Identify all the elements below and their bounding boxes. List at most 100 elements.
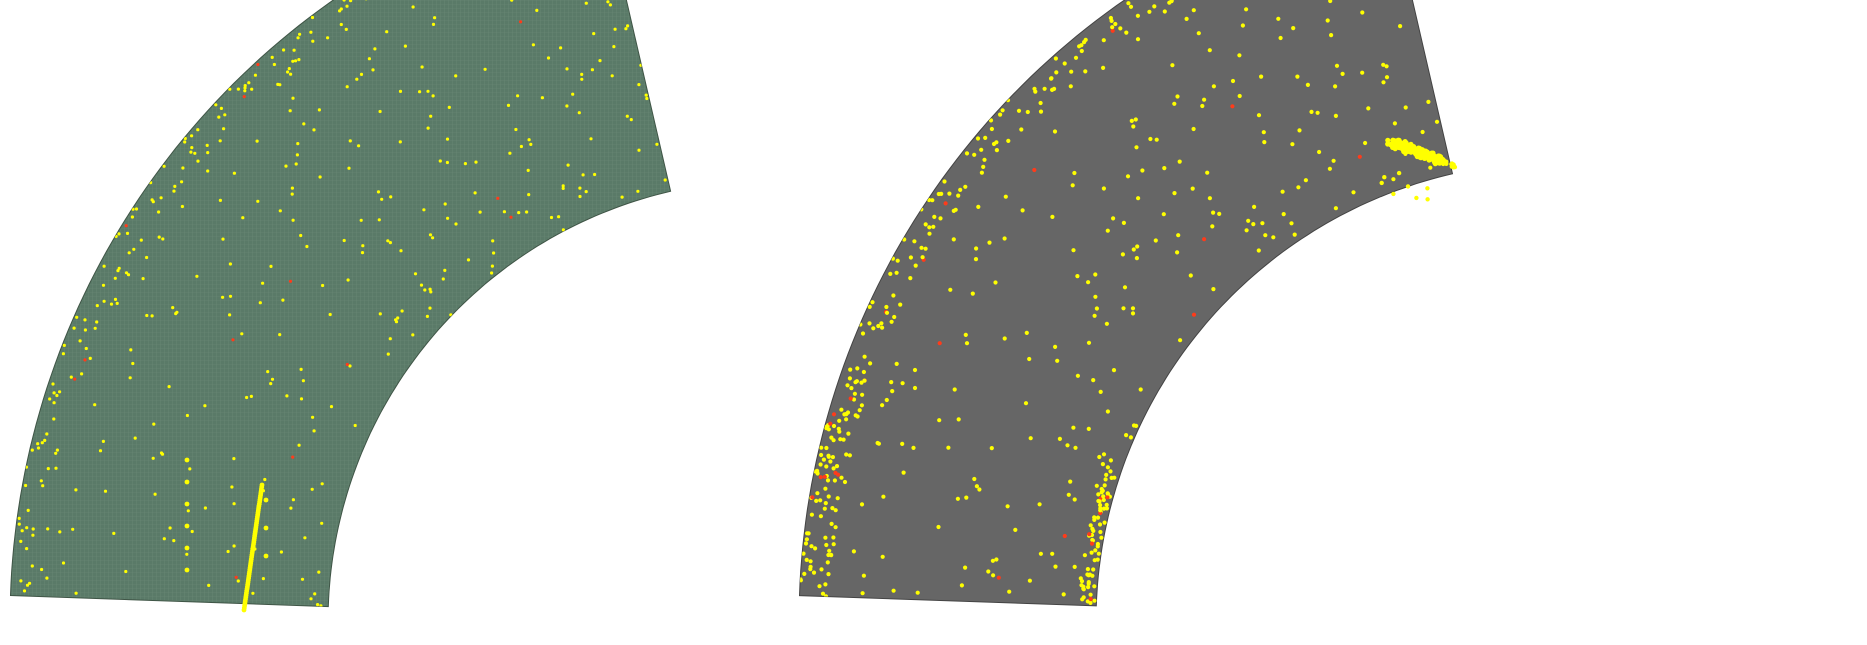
scatter-point bbox=[956, 193, 961, 198]
scatter-point bbox=[1023, 401, 1029, 406]
scatter-point bbox=[46, 467, 50, 471]
scatter-point bbox=[996, 575, 1001, 580]
scatter-point bbox=[577, 111, 581, 115]
scatter-point bbox=[801, 551, 806, 556]
scatter-point bbox=[1062, 533, 1067, 539]
blob-point bbox=[1385, 141, 1391, 147]
scatter-point bbox=[296, 36, 300, 40]
scatter-point bbox=[837, 418, 842, 423]
scatter-point bbox=[290, 192, 294, 196]
scatter-point bbox=[294, 162, 298, 166]
scatter-point bbox=[936, 524, 941, 530]
scatter-point bbox=[378, 109, 382, 114]
right-point-cloud bbox=[799, 0, 1441, 606]
scatter-point bbox=[1124, 433, 1129, 438]
scatter-point bbox=[69, 375, 73, 379]
scatter-point bbox=[125, 231, 130, 235]
scatter-point bbox=[994, 557, 999, 562]
scatter-point bbox=[663, 178, 667, 182]
scatter-point bbox=[833, 525, 838, 530]
scatter-point bbox=[1256, 113, 1262, 118]
scatter-point bbox=[175, 310, 179, 314]
scatter-point bbox=[309, 597, 313, 601]
scatter-point bbox=[1305, 82, 1310, 87]
scatter-point bbox=[1027, 578, 1032, 583]
scatter-point bbox=[263, 477, 267, 482]
scatter-point bbox=[830, 455, 836, 460]
scatter-point bbox=[54, 466, 58, 470]
scatter-point bbox=[1094, 306, 1099, 311]
right-annulus-mesh bbox=[798, 0, 1454, 607]
scatter-point bbox=[854, 379, 860, 384]
scatter-point bbox=[880, 325, 885, 330]
blob-point bbox=[1395, 137, 1401, 143]
scatter-point bbox=[908, 255, 914, 260]
scatter-point bbox=[606, 0, 610, 4]
scatter-point bbox=[825, 478, 831, 483]
scatter-point bbox=[345, 362, 349, 367]
scatter-point bbox=[58, 530, 62, 534]
scatter-point bbox=[22, 589, 27, 593]
scatter-point bbox=[1097, 499, 1102, 504]
scatter-point bbox=[506, 103, 511, 107]
scatter-point bbox=[1154, 137, 1159, 142]
scatter-point bbox=[1000, 108, 1005, 113]
scatter-point bbox=[270, 377, 275, 381]
scatter-point bbox=[802, 571, 807, 577]
scatter-point bbox=[815, 469, 820, 474]
scatter-point bbox=[312, 128, 316, 132]
scatter-point bbox=[396, 316, 400, 320]
scatter-point bbox=[420, 65, 424, 69]
scatter-point bbox=[1081, 586, 1086, 591]
scatter-point bbox=[976, 204, 981, 209]
scatter-point bbox=[1037, 502, 1042, 507]
scatter-point bbox=[243, 86, 247, 90]
scatter-point bbox=[879, 321, 884, 326]
scatter-point bbox=[45, 576, 49, 580]
scatter-point bbox=[386, 239, 390, 243]
scatter-point bbox=[145, 313, 149, 318]
scatter-point bbox=[951, 237, 956, 242]
scatter-point bbox=[103, 489, 108, 493]
scatter-point bbox=[527, 193, 531, 197]
scatter-point bbox=[1329, 33, 1334, 38]
scatter-point bbox=[339, 22, 343, 27]
scatter-point bbox=[847, 453, 853, 458]
scatter-point bbox=[1210, 224, 1215, 229]
streak-point bbox=[241, 607, 247, 613]
scatter-point bbox=[1289, 221, 1294, 226]
scatter-point bbox=[185, 552, 189, 556]
scatter-point bbox=[84, 346, 88, 351]
scatter-point bbox=[526, 168, 530, 172]
scatter-point bbox=[386, 352, 390, 356]
scatter-point bbox=[1398, 24, 1403, 29]
scatter-point bbox=[1082, 553, 1087, 558]
scatter-point bbox=[55, 393, 59, 398]
scatter-point bbox=[1315, 110, 1320, 115]
scatter-point bbox=[258, 301, 262, 305]
scatter-point bbox=[937, 341, 942, 346]
scatter-point bbox=[1003, 194, 1008, 199]
scatter-point bbox=[1027, 356, 1032, 362]
scatter-point bbox=[1028, 436, 1033, 441]
scatter-point bbox=[1111, 368, 1117, 373]
scatter-point bbox=[299, 233, 303, 238]
streak-point bbox=[263, 497, 269, 503]
scatter-point bbox=[1205, 170, 1210, 175]
scatter-point bbox=[848, 396, 853, 401]
scatter-point bbox=[128, 376, 132, 380]
scatter-point bbox=[1079, 583, 1084, 588]
scatter-point bbox=[870, 300, 875, 305]
scatter-point bbox=[535, 8, 539, 12]
scatter-point bbox=[376, 190, 381, 194]
scatter-point bbox=[297, 443, 301, 447]
scatter-point bbox=[298, 32, 302, 36]
scatter-point bbox=[831, 466, 836, 471]
scatter-point bbox=[828, 421, 833, 426]
scatter-point bbox=[613, 27, 617, 31]
scatter-point bbox=[1071, 425, 1076, 430]
scatter-point bbox=[1073, 445, 1078, 450]
scatter-point bbox=[282, 48, 286, 52]
scatter-point bbox=[912, 239, 917, 244]
scatter-point bbox=[88, 356, 92, 360]
